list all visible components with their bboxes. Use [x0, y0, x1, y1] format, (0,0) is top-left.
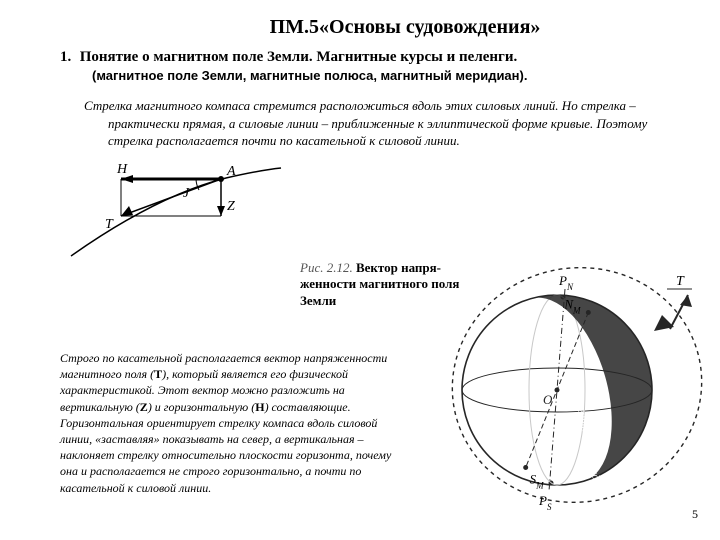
svg-text:PS: PS	[538, 493, 552, 512]
svg-text:T: T	[676, 274, 685, 289]
page-title: ПМ.5«Основы судовождения»	[120, 16, 690, 39]
paragraph-2: Строго по касательной располагается вект…	[60, 350, 400, 496]
svg-text:A: A	[226, 164, 236, 179]
svg-text:H: H	[116, 162, 128, 177]
svg-text:SM: SM	[530, 472, 545, 491]
page-number: 5	[692, 507, 698, 522]
svg-text:Z: Z	[227, 199, 235, 214]
figure-2: OМагнитный меридианTPNPSNMSM	[422, 230, 712, 530]
svg-text:PN: PN	[558, 273, 574, 292]
section-subheading: (магнитное поле Земли, магнитные полюса,…	[92, 68, 690, 83]
paragraph-1: Стрелка магнитного компаса стремится рас…	[60, 97, 680, 150]
section-heading: 1. Понятие о магнитном поле Земли. Магни…	[60, 49, 690, 66]
svg-text:T: T	[105, 217, 114, 232]
svg-text:Магнитный меридиан: Магнитный меридиан	[572, 392, 606, 498]
caption-prefix: Рис. 2.12.	[300, 260, 356, 275]
svg-text:J: J	[183, 186, 190, 201]
heading-number: 1.	[60, 49, 76, 66]
heading-text: Понятие о магнитном поле Земли. Магнитны…	[80, 49, 518, 65]
